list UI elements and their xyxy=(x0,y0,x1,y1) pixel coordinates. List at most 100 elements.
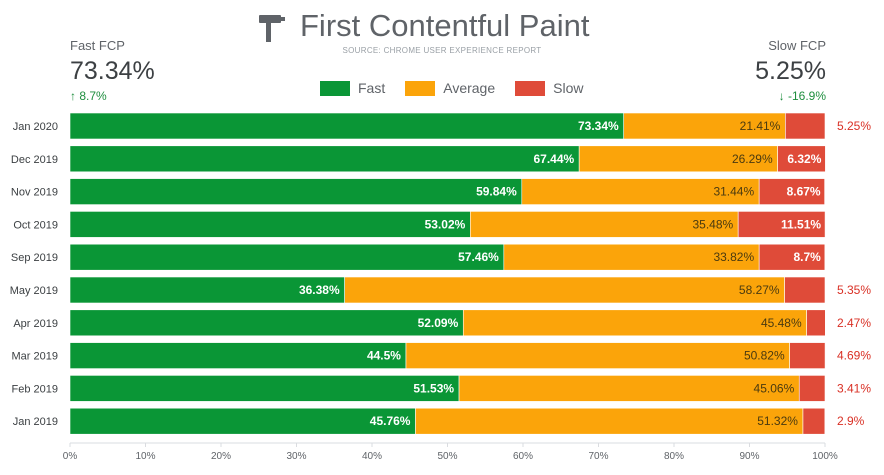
bar-segment-average xyxy=(415,407,804,435)
x-tick-label: 50% xyxy=(437,451,457,462)
legend-label-fast: Fast xyxy=(358,80,386,96)
data-label-slow: 2.47% xyxy=(837,316,871,330)
data-label-fast: 44.5% xyxy=(367,349,401,363)
row-label: Feb 2019 xyxy=(12,383,58,395)
bar-segment-fast xyxy=(69,309,464,337)
data-label-average: 50.82% xyxy=(744,349,785,363)
bar-segment-slow xyxy=(798,375,826,402)
bar-segment-slow xyxy=(784,276,826,304)
bar-segment-average xyxy=(405,342,790,369)
bar-segment-slow xyxy=(789,342,826,369)
bar-segment-slow xyxy=(806,309,826,337)
data-label-average: 31.44% xyxy=(713,185,754,199)
legend-swatch-slow xyxy=(515,80,546,96)
data-label-slow: 3.41% xyxy=(837,381,871,395)
bar-segment-fast xyxy=(69,342,407,369)
bar-segment-fast xyxy=(69,407,416,435)
x-tick-label: 80% xyxy=(664,451,684,462)
row-label: Jan 2019 xyxy=(13,416,58,428)
data-label-slow: 2.9% xyxy=(837,414,865,428)
bar-segment-average xyxy=(623,112,786,140)
bar-segment-slow xyxy=(758,178,825,205)
data-label-fast: 57.46% xyxy=(458,250,499,264)
data-label-slow: 11.51% xyxy=(781,217,821,231)
x-tick-label: 90% xyxy=(739,451,759,462)
data-label-average: 21.41% xyxy=(740,119,781,133)
slow-fcp-kpi: Slow FCP 5.25% ↓ -16.9% xyxy=(755,38,826,103)
slow-fcp-label: Slow FCP xyxy=(768,38,826,53)
data-label-average: 58.27% xyxy=(739,283,780,297)
legend-item-average: Average xyxy=(405,80,495,96)
row-label: Oct 2019 xyxy=(13,219,58,231)
legend-label-slow: Slow xyxy=(553,80,584,96)
bar-segment-average xyxy=(578,145,778,173)
fast-fcp-value: 73.34% xyxy=(70,57,155,85)
slow-fcp-change: ↓ -16.9% xyxy=(778,89,826,103)
data-label-slow: 8.67% xyxy=(787,185,821,199)
data-label-fast: 59.84% xyxy=(476,185,517,199)
bar-segment-fast xyxy=(69,276,345,304)
bar-segment-average xyxy=(344,276,785,304)
x-tick-label: 40% xyxy=(362,451,382,462)
bar-segment-average xyxy=(458,375,800,402)
data-label-fast: 53.02% xyxy=(425,217,466,231)
slow-fcp-value: 5.25% xyxy=(755,57,826,85)
row-label: Jan 2020 xyxy=(13,121,58,133)
data-label-average: 45.06% xyxy=(754,381,795,395)
bar-segment-fast xyxy=(69,243,505,271)
data-label-fast: 52.09% xyxy=(418,316,459,330)
bar-segment-slow xyxy=(777,145,826,173)
chart-source: SOURCE: CHROME USER EXPERIENCE REPORT xyxy=(342,46,542,55)
data-label-fast: 45.76% xyxy=(370,414,411,428)
bar-segment-slow xyxy=(737,211,826,238)
row-label: Mar 2019 xyxy=(12,351,58,363)
bar-segment-average xyxy=(503,243,760,271)
x-tick-label: 70% xyxy=(588,451,608,462)
x-tick-label: 10% xyxy=(135,451,155,462)
bar-segment-slow xyxy=(785,112,826,140)
bar-segment-average xyxy=(470,211,739,238)
bar-segment-average xyxy=(521,178,760,205)
bar-segment-fast xyxy=(69,145,580,173)
x-tick-label: 20% xyxy=(211,451,231,462)
chart-legend: Fast Average Slow xyxy=(320,80,584,96)
legend-label-average: Average xyxy=(443,80,496,96)
bar-segment-average xyxy=(462,309,807,337)
fast-fcp-kpi: Fast FCP 73.34% ↑ 8.7% xyxy=(70,38,155,103)
bar-segment-slow xyxy=(802,407,826,435)
data-label-fast: 36.38% xyxy=(299,283,340,297)
legend-swatch-fast xyxy=(320,80,350,96)
legend-item-fast: Fast xyxy=(320,80,385,96)
data-label-average: 51.32% xyxy=(757,414,798,428)
x-tick-label: 0% xyxy=(63,451,78,462)
data-label-fast: 67.44% xyxy=(533,152,574,166)
bar-segment-fast xyxy=(69,375,460,402)
bar-segment-slow xyxy=(758,243,826,271)
x-tick-label: 100% xyxy=(812,451,838,462)
data-label-average: 33.82% xyxy=(713,250,754,264)
row-label: Dec 2019 xyxy=(11,154,58,166)
legend-swatch-average xyxy=(405,80,436,96)
data-label-fast: 51.53% xyxy=(413,381,454,395)
row-label: May 2019 xyxy=(10,285,58,297)
data-label-slow: 8.7% xyxy=(793,250,821,264)
data-label-fast: 73.34% xyxy=(578,119,619,133)
legend-item-slow: Slow xyxy=(515,80,584,96)
x-tick-label: 30% xyxy=(286,451,306,462)
data-label-slow: 5.25% xyxy=(837,119,871,133)
x-tick-label: 60% xyxy=(513,451,533,462)
data-label-average: 35.48% xyxy=(692,217,733,231)
fast-fcp-label: Fast FCP xyxy=(70,38,125,53)
data-label-slow: 4.69% xyxy=(837,349,871,363)
fast-fcp-change: ↑ 8.7% xyxy=(70,89,107,103)
row-label: Nov 2019 xyxy=(11,187,58,199)
bar-segment-fast xyxy=(69,211,471,238)
data-label-average: 26.29% xyxy=(732,152,773,166)
data-label-average: 45.48% xyxy=(761,316,802,330)
bar-segment-fast xyxy=(69,178,523,205)
row-label: Sep 2019 xyxy=(11,252,58,264)
paint-roller-icon xyxy=(259,15,285,42)
bar-segment-fast xyxy=(69,112,625,140)
data-label-slow: 5.35% xyxy=(837,283,871,297)
